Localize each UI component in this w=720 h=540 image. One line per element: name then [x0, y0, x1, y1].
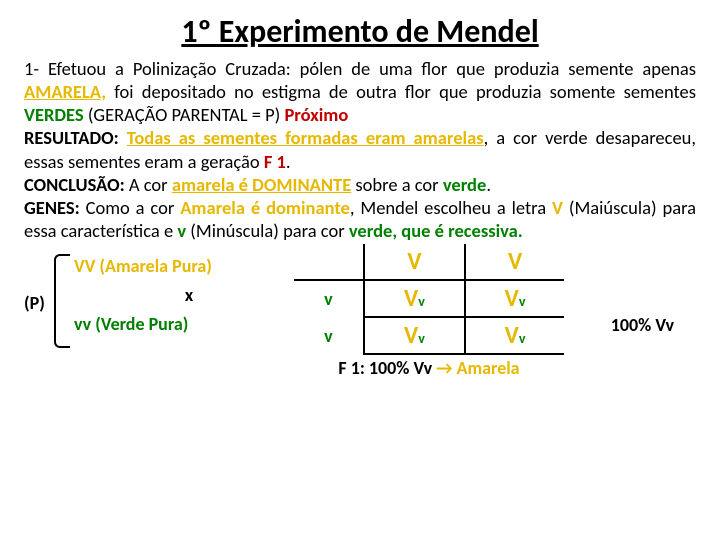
- f1-word: F 1: [264, 150, 286, 173]
- resultado-label: RESULTADO:: [24, 126, 127, 149]
- parental-cross: VV (Amarela Pura) x vv (Verde Pura): [74, 252, 274, 338]
- f1-amarela: Amarela: [453, 357, 520, 379]
- text: (GERAÇÃO PARENTAL = P): [84, 103, 285, 126]
- genes-label: GENES:: [24, 196, 80, 219]
- p-label: (P): [24, 292, 45, 314]
- cell-22: Vv: [465, 317, 564, 354]
- small-v: v: [519, 293, 526, 310]
- page-title: 1º Experimento de Mendel: [24, 12, 696, 51]
- row-header-2: v: [294, 317, 364, 354]
- text: (Minúscula) para cor: [186, 219, 349, 242]
- punnett-square: V V v Vv Vv v Vv Vv F 1: 100% Vv → Amare…: [294, 244, 564, 379]
- big-V: V: [505, 284, 519, 313]
- big-V: V: [404, 284, 418, 313]
- bottom-diagram: (P) VV (Amarela Pura) x vv (Verde Pura) …: [24, 244, 696, 394]
- verde-word: verde: [443, 173, 487, 196]
- text: .: [486, 173, 491, 196]
- conclusao-label: CONCLUSÃO:: [24, 173, 125, 196]
- small-v: v: [519, 330, 526, 347]
- text: A cor: [125, 173, 172, 196]
- small-v: v: [418, 330, 425, 347]
- cross-x: x: [74, 281, 274, 310]
- resultado-amarela: Todas as sementes formadas eram amarelas: [127, 126, 484, 149]
- v-letter: v: [177, 219, 186, 242]
- big-V: V: [404, 321, 418, 350]
- text: 1- Efetuou a Polinização Cruzada: pólen …: [24, 57, 696, 80]
- amarela-word: AMARELA,: [24, 80, 106, 103]
- vv-verde: vv (Verde Pura): [74, 310, 274, 339]
- verde-recessiva: verde, que é recessiva.: [349, 219, 523, 242]
- row-header-1: v: [294, 280, 364, 317]
- text: , Mendel escolheu a letra: [350, 196, 552, 219]
- text: sobre a cor: [351, 173, 443, 196]
- cell-12: Vv: [465, 280, 564, 317]
- col-header-1: V: [364, 244, 465, 280]
- bracket-icon: [54, 254, 70, 348]
- arrow-icon: →: [436, 357, 452, 379]
- amarela-dom2: Amarela é dominante: [180, 196, 350, 219]
- proximo-word: Próximo: [284, 103, 348, 126]
- f1-result-line: F 1: 100% Vv → Amarela: [294, 357, 564, 379]
- amarela-dominante: amarela é DOMINANTE: [172, 173, 351, 196]
- blank-cell: [294, 244, 364, 280]
- text: foi depositado no estigma de outra flor …: [106, 80, 696, 103]
- vv-amarela: VV (Amarela Pura): [74, 252, 274, 281]
- text: .: [286, 150, 291, 173]
- text: Como a cor: [80, 196, 181, 219]
- small-v: v: [418, 293, 425, 310]
- verdes-word: VERDES: [24, 103, 84, 126]
- cell-11: Vv: [364, 280, 465, 317]
- col-header-2: V: [465, 244, 564, 280]
- big-V: V: [505, 321, 519, 350]
- body-paragraph: 1- Efetuou a Polinização Cruzada: pólen …: [24, 57, 696, 242]
- side-result: 100% Vv: [611, 314, 674, 336]
- cell-21: Vv: [364, 317, 465, 354]
- f1-label: F 1: 100% Vv: [338, 357, 436, 379]
- V-letter: V: [552, 196, 563, 219]
